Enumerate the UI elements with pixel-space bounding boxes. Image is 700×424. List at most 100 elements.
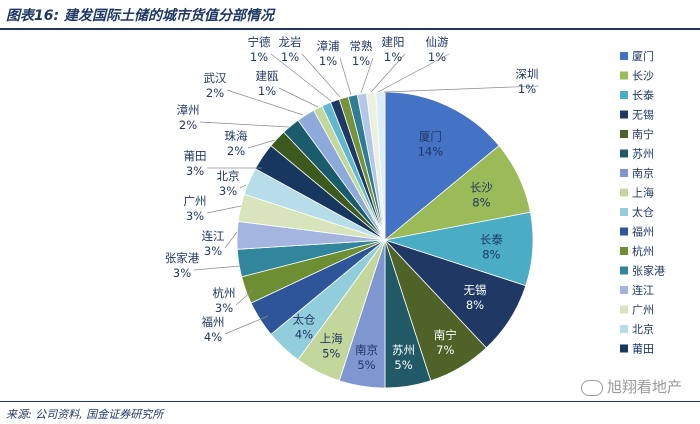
slice-value-label-6: 5% (357, 358, 375, 372)
legend-swatch-10 (620, 247, 628, 255)
leader-line-10 (235, 289, 254, 306)
legend-swatch-4 (620, 130, 628, 138)
slice-name-label-21: 龙岩 (279, 35, 302, 49)
legend-label-10: 杭州 (632, 244, 654, 258)
slice-value-label-18: 2% (206, 86, 224, 100)
legend-label-9: 福州 (632, 225, 654, 239)
legend-label-6: 南京 (632, 166, 654, 180)
slice-name-label-8: 太仓 (292, 312, 315, 326)
slice-name-label-10: 杭州 (213, 286, 236, 300)
slice-name-label-5: 苏州 (392, 343, 415, 357)
slice-value-label-10: 3% (215, 301, 233, 315)
slice-name-label-26: 深圳 (516, 67, 539, 81)
slice-value-label-4: 7% (436, 343, 454, 357)
slice-value-label-22: 1% (319, 54, 337, 68)
slice-name-label-12: 连江 (202, 229, 225, 243)
title-bar: 图表16: 建发国际土储的城市货值分部情况 (0, 0, 700, 30)
slice-value-label-14: 3% (219, 184, 237, 198)
leader-line-20 (270, 53, 332, 102)
slice-name-label-7: 上海 (320, 331, 343, 345)
slice-name-label-24: 建阳 (382, 35, 405, 49)
legend-label-1: 长沙 (632, 70, 654, 83)
slice-name-label-22: 漳浦 (317, 39, 340, 53)
slice-value-label-16: 2% (227, 144, 245, 158)
leader-line-11 (193, 265, 241, 271)
slice-value-label-0: 14% (418, 145, 444, 159)
slice-value-label-5: 5% (394, 358, 412, 372)
leader-line-24 (370, 53, 406, 93)
slice-value-label-9: 4% (204, 330, 222, 344)
slice-name-label-1: 长沙 (470, 181, 493, 195)
slice-value-label-20: 1% (250, 50, 268, 64)
leader-line-17 (199, 121, 290, 128)
legend-swatch-11 (620, 266, 628, 275)
watermark: 旭翔看地产 (580, 376, 682, 397)
slice-name-label-20: 宁德 (248, 35, 271, 49)
slice-name-label-16: 珠海 (225, 129, 248, 143)
legend-label-5: 苏州 (632, 148, 654, 161)
leader-line-21 (301, 53, 341, 98)
leader-line-13 (206, 205, 242, 214)
pie-slice-0 (384, 91, 500, 241)
watermark-text: 旭翔看地产 (606, 378, 682, 396)
page-title: 图表16: 建发国际土储的城市货值分部情况 (6, 8, 274, 24)
legend-label-15: 莆田 (632, 343, 654, 356)
slice-value-label-26: 1% (518, 82, 536, 96)
slice-value-label-12: 3% (204, 244, 222, 258)
leader-line-25 (377, 53, 450, 93)
slice-value-label-2: 8% (482, 248, 500, 262)
slice-value-label-25: 1% (428, 50, 446, 64)
slice-value-label-15: 3% (186, 164, 204, 178)
slice-name-label-6: 南京 (355, 343, 378, 357)
leader-line-26 (383, 85, 540, 93)
legend-swatch-9 (620, 227, 628, 236)
slice-value-label-21: 1% (281, 50, 299, 64)
legend-swatch-2 (620, 91, 628, 99)
slice-name-label-23: 常熟 (350, 39, 373, 53)
slice-value-label-13: 3% (186, 209, 204, 223)
legend-label-11: 张家港 (632, 264, 665, 278)
legend-swatch-5 (620, 149, 628, 158)
legend-label-4: 南宁 (632, 127, 654, 141)
slice-name-label-13: 广州 (184, 194, 207, 208)
leader-line-16 (247, 139, 276, 149)
leader-line-23 (360, 57, 374, 94)
legend-label-13: 广州 (632, 304, 654, 317)
legend-swatch-0 (620, 52, 628, 60)
slice-name-label-18: 武汉 (204, 71, 227, 85)
leader-line-14 (239, 184, 247, 189)
legend-label-8: 太仓 (632, 205, 654, 219)
slice-name-label-25: 仙游 (426, 35, 449, 49)
slice-value-label-17: 2% (179, 118, 197, 132)
legend-swatch-3 (620, 110, 628, 119)
slice-value-label-23: 1% (352, 54, 370, 68)
legend-swatch-15 (620, 344, 628, 353)
leader-line-9 (224, 315, 269, 335)
slice-value-label-1: 8% (472, 196, 490, 210)
legend-swatch-8 (620, 208, 628, 216)
legend-label-3: 无锡 (632, 108, 654, 122)
legend-label-14: 北京 (632, 322, 654, 336)
source-note: 来源: 公司资料, 国金证券研究所 (6, 408, 164, 421)
slice-value-label-8: 4% (295, 327, 313, 341)
legend-swatch-7 (620, 188, 628, 197)
leader-line-19 (278, 87, 319, 108)
footer: 来源: 公司资料, 国金证券研究所 (0, 401, 700, 424)
legend-swatch-13 (620, 305, 628, 314)
pie-chart: 厦门14%长沙8%长泰8%无锡8%南宁7%苏州5%南京5%上海5%太仓4%福州4… (165, 35, 665, 389)
slice-name-label-19: 建瓯 (256, 69, 279, 83)
slice-name-label-15: 莆田 (184, 149, 207, 163)
legend-label-7: 上海 (632, 186, 654, 200)
leader-line-18 (226, 89, 304, 116)
slice-name-label-17: 漳州 (177, 103, 200, 117)
legend-swatch-14 (620, 325, 628, 333)
legend-swatch-1 (620, 71, 628, 80)
wechat-icon (580, 379, 603, 396)
slice-name-label-2: 长泰 (480, 233, 503, 247)
legend-label-0: 厦门 (632, 49, 654, 63)
slice-value-label-7: 5% (322, 346, 340, 360)
slice-value-label-11: 3% (173, 266, 191, 280)
legend-label-2: 长泰 (632, 88, 654, 102)
slice-name-label-11: 张家港 (165, 251, 200, 265)
legend-swatch-12 (620, 286, 628, 294)
